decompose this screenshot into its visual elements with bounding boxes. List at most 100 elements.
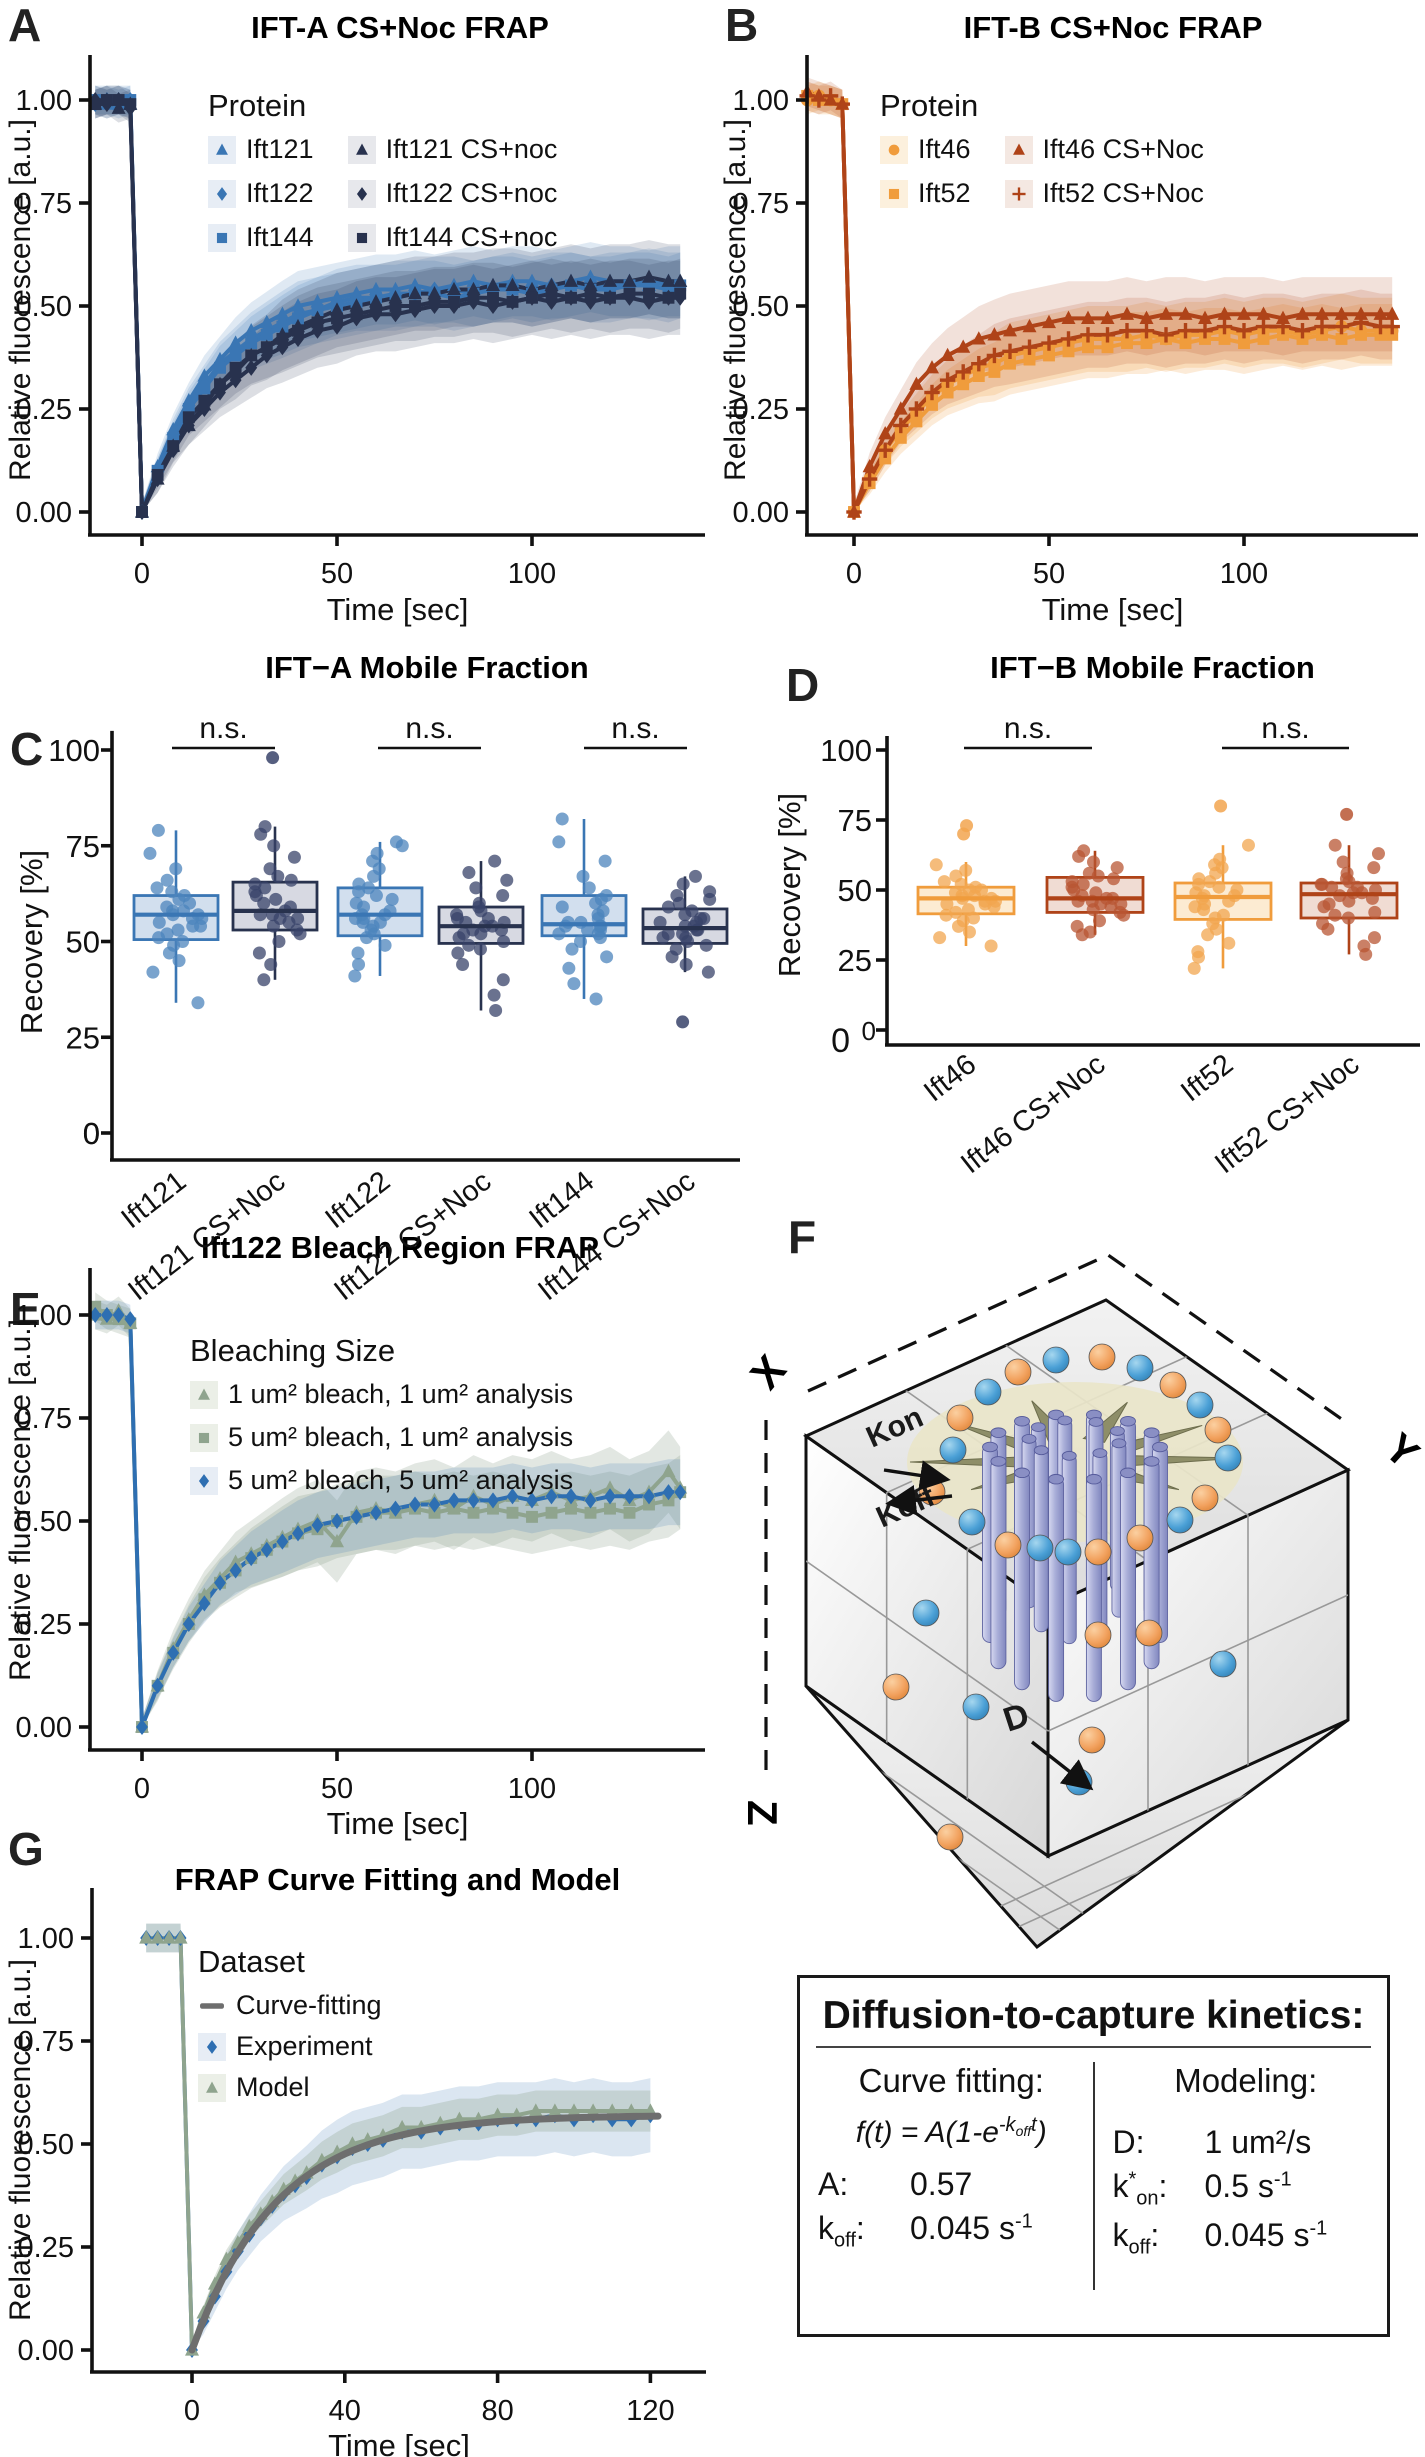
marker-triangle [1012, 142, 1025, 155]
legend-panel-e: Bleaching Size 1 um² bleach, 1 um² analy… [190, 1333, 573, 1496]
marker-triangle [139, 1930, 154, 1944]
y-tick-label: 0.00 [16, 1712, 72, 1744]
marker-square [565, 1502, 577, 1515]
y-tick-label: 0.75 [733, 188, 789, 220]
x-tick-label: 0 [184, 2395, 200, 2427]
marker-square [1238, 337, 1250, 350]
y-tick-label: 100 [48, 733, 100, 768]
marker-square [245, 349, 258, 362]
marker-square [662, 283, 675, 296]
centriole-structure [907, 1382, 1243, 1702]
molecule-orange [1004, 1358, 1032, 1386]
modeling-heading: Modeling: [1174, 2062, 1318, 2099]
marker-square [182, 411, 195, 424]
jitter-point [352, 877, 366, 891]
marker-diamond [182, 417, 195, 434]
marker-triangle [1178, 306, 1193, 320]
jitter-point [574, 935, 588, 948]
molecule-orange [1135, 1619, 1163, 1647]
marker-square [1023, 353, 1036, 366]
marker-square [409, 300, 421, 312]
marker-square [214, 361, 226, 374]
marker-square [260, 341, 273, 354]
jitter-point [389, 835, 403, 849]
y-tick-label: 0.50 [18, 2129, 74, 2161]
jitter-point [600, 950, 614, 964]
jitter-point [267, 839, 281, 853]
jitter-point [1367, 861, 1381, 875]
axis-z-label: Z [739, 1800, 786, 1826]
y-tick-label: 0.00 [733, 497, 789, 529]
y-tick-label: 0.50 [16, 1506, 72, 1538]
parameter-symbol: k*on: [1112, 2168, 1168, 2210]
marker-square [565, 291, 577, 304]
legend-label: Ift122 [246, 178, 314, 208]
molecule-orange [994, 1531, 1022, 1559]
jitter-point [456, 957, 470, 971]
axes [79, 55, 705, 546]
marker-square [926, 398, 938, 411]
molecule-orange [1084, 1621, 1112, 1649]
molecule-blue [1186, 1391, 1214, 1419]
marker-square [214, 378, 226, 391]
jitter-point [699, 938, 713, 952]
diffusing-molecules [882, 1343, 1242, 1851]
outlier-point [960, 819, 974, 833]
legend-label: Ift144 [246, 222, 314, 252]
y-axis-label: Relative fluorescence [a.u.] [4, 1959, 37, 2321]
marker-square [448, 295, 460, 308]
marker-square [389, 300, 402, 312]
marker-square [467, 291, 480, 304]
jitter-point [937, 875, 951, 889]
marker-square [972, 370, 985, 382]
series-markers [799, 88, 1400, 520]
molecule-orange [946, 1404, 974, 1432]
axis-y-label: Y [1376, 1424, 1425, 1478]
legend-item: 5 um² bleach, 1 um² analysis [190, 1422, 573, 1453]
jitter-point [1187, 961, 1201, 975]
y-tick-label: 75 [66, 829, 100, 864]
marker-square [89, 98, 102, 111]
jitter-point [555, 812, 569, 826]
marker-triangle [228, 1554, 243, 1568]
jitter-point [351, 946, 365, 960]
jitter-point [661, 900, 675, 914]
legend-item: Experiment [198, 2031, 382, 2062]
jitter-point [248, 877, 262, 891]
marker-diamond [643, 1488, 655, 1505]
legend-item: Ift144 CS+noc [347, 222, 557, 253]
cylinder-cap [1014, 1415, 1030, 1427]
marker-triangle [206, 2080, 218, 2093]
marker-square [428, 295, 441, 308]
y-axis-label: Recovery [%] [772, 793, 807, 977]
marker-square [1386, 328, 1399, 341]
marker-triangle [583, 269, 598, 283]
significance-label: n.s. [1004, 712, 1052, 745]
molecule-blue [1026, 1534, 1054, 1562]
y-tick-label: 100 [820, 733, 872, 768]
cylinder-cap [1120, 1467, 1136, 1479]
marker-diamond [124, 1311, 137, 1328]
y-tick-label: 0.25 [733, 394, 789, 426]
jitter-point [1340, 866, 1354, 880]
y-tick-label: 1.00 [16, 85, 72, 117]
series-markers [89, 1306, 687, 1736]
marker-triangle [355, 142, 368, 155]
category-label: Ift46 [918, 1048, 982, 1108]
box-ift144 [540, 812, 628, 1006]
jitter-point [669, 942, 683, 956]
legend-item: Ift121 [208, 134, 314, 165]
marker-square [167, 440, 180, 453]
box-ift52-cs+noc [1299, 807, 1399, 961]
marker-square [957, 378, 970, 391]
jitter-point [252, 946, 266, 960]
marker-square [311, 304, 324, 317]
jitter-point [160, 900, 174, 914]
jitter-point [567, 977, 581, 991]
jitter-point [576, 869, 590, 883]
marker-square [643, 287, 655, 300]
marker-diamond [545, 1488, 558, 1505]
marker-triangle [244, 323, 259, 337]
jitter-point [562, 961, 576, 975]
x-tick-label: 0 [846, 558, 862, 590]
